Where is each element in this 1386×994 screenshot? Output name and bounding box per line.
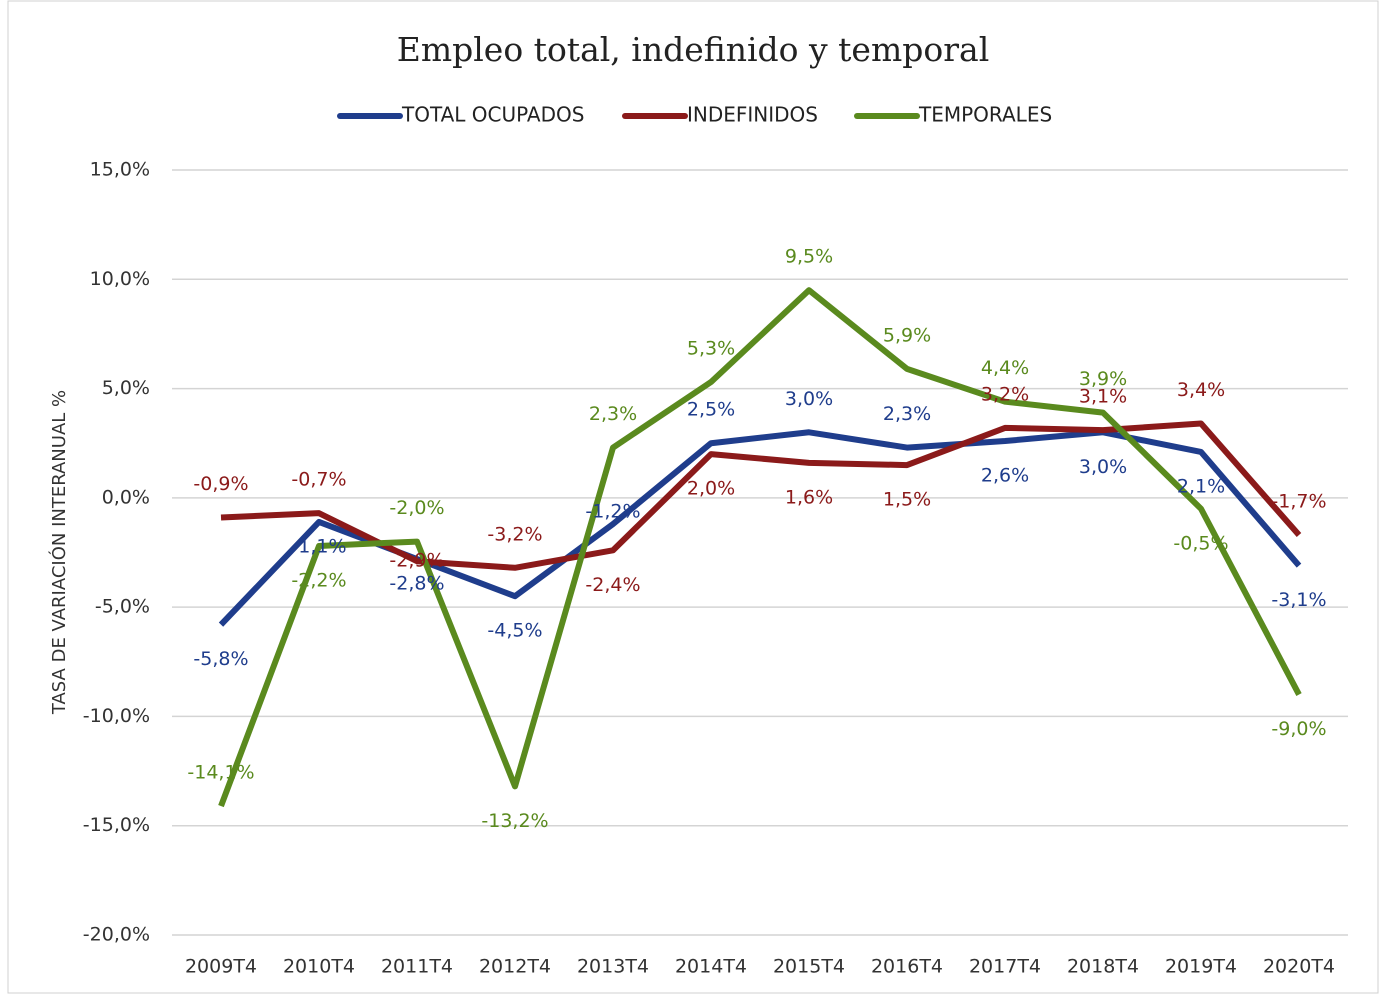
series-line (218, 287, 1302, 808)
x-tick-label: 2011T4 (381, 956, 453, 978)
legend-label: TEMPORALES (918, 103, 1052, 127)
data-label: -2,0% (389, 497, 444, 519)
x-tick-label: 2016T4 (871, 956, 943, 978)
data-label: 1,6% (785, 486, 833, 508)
data-label: -4,5% (487, 620, 542, 642)
data-label: 2,6% (981, 465, 1029, 487)
x-tick-label: 2017T4 (969, 956, 1041, 978)
x-tick-label: 2020T4 (1263, 956, 1335, 978)
y-axis-label: TASA DE VARIACIÓN INTERANUAL % (48, 390, 70, 715)
data-label: -2,2% (291, 569, 346, 591)
data-label: -2,8% (389, 573, 444, 595)
data-label: 5,9% (883, 324, 931, 346)
data-label: 5,3% (687, 338, 735, 360)
data-label: -0,7% (291, 469, 346, 491)
data-label: -13,2% (481, 810, 548, 832)
data-label: -1,1% (291, 535, 346, 557)
y-tick-label: -10,0% (83, 705, 150, 727)
x-tick-label: 2014T4 (675, 956, 747, 978)
chart-border (7, 0, 1379, 994)
data-label: 2,5% (687, 399, 735, 421)
data-label: 2,3% (883, 403, 931, 425)
y-tick-label: -15,0% (83, 814, 150, 836)
data-label: -3,1% (1271, 589, 1326, 611)
data-label: -2,4% (585, 574, 640, 596)
x-tick-label: 2010T4 (283, 956, 355, 978)
y-tick-label: -20,0% (83, 924, 150, 946)
y-tick-label: -5,0% (95, 596, 150, 618)
data-label: -9,0% (1271, 718, 1326, 740)
data-label: 2,1% (1177, 475, 1225, 497)
data-label: -0,5% (1173, 532, 1228, 554)
data-label: -2,9% (389, 550, 444, 572)
y-tick-label: 5,0% (102, 377, 150, 399)
y-tick-label: 10,0% (90, 268, 150, 290)
chart-title: Empleo total, indefinido y temporal (397, 30, 990, 69)
data-label: 3,0% (785, 388, 833, 410)
y-tick-label: 0,0% (102, 486, 150, 508)
data-label: -14,1% (187, 762, 254, 784)
data-label: 3,0% (1079, 456, 1127, 478)
data-label: 3,9% (1079, 368, 1127, 390)
data-label: 2,0% (687, 478, 735, 500)
data-label: -5,8% (193, 648, 248, 670)
x-tick-label: 2013T4 (577, 956, 649, 978)
data-label: 3,2% (981, 383, 1029, 405)
data-label: 1,5% (883, 489, 931, 511)
data-label: -1,2% (585, 501, 640, 523)
x-tick-label: 2009T4 (185, 956, 257, 978)
data-label: 9,5% (785, 246, 833, 268)
legend-label: TOTAL OCUPADOS (401, 103, 584, 127)
x-tick-label: 2012T4 (479, 956, 551, 978)
x-tick-label: 2015T4 (773, 956, 845, 978)
data-label: -3,2% (487, 523, 542, 545)
x-tick-label: 2019T4 (1165, 956, 1237, 978)
data-label: 2,3% (589, 403, 637, 425)
data-label: 3,1% (1079, 386, 1127, 408)
data-label: -0,9% (193, 473, 248, 495)
legend-label: INDEFINIDOS (687, 103, 818, 127)
y-tick-label: 15,0% (90, 159, 150, 181)
x-tick-label: 2018T4 (1067, 956, 1139, 978)
data-label: -1,7% (1271, 491, 1326, 513)
data-label: 3,4% (1177, 379, 1225, 401)
data-label: 4,4% (981, 357, 1029, 379)
